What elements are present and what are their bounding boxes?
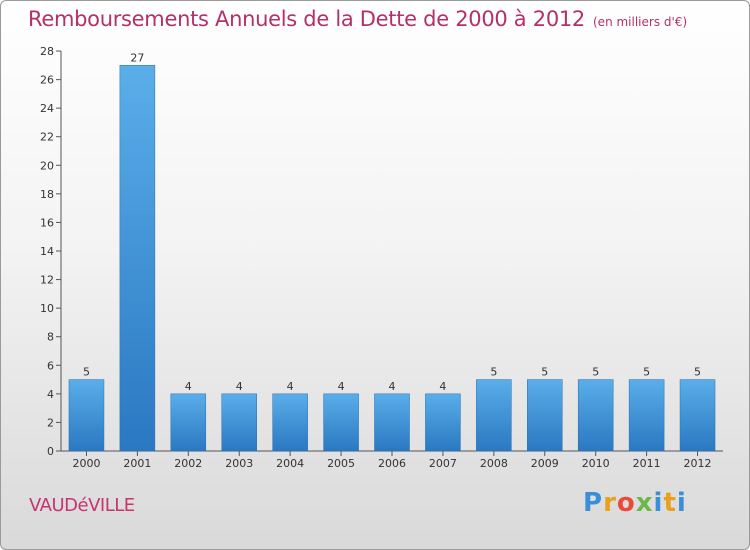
value-label: 4 <box>236 380 243 393</box>
logo-letter: i <box>653 488 664 518</box>
logo-letter: t <box>663 488 677 518</box>
bars <box>68 65 716 452</box>
y-tick-label: 28 <box>40 45 54 58</box>
x-tick-label: 2007 <box>429 457 457 470</box>
logo-letter: i <box>676 488 687 518</box>
y-tick-label: 16 <box>40 216 54 229</box>
value-label: 5 <box>490 366 497 379</box>
value-label: 4 <box>439 380 446 393</box>
bar-2012 <box>679 379 716 452</box>
x-tick-label: 2011 <box>633 457 661 470</box>
x-tick-label: 2000 <box>72 457 100 470</box>
y-tick-label: 20 <box>40 159 54 172</box>
x-tick-label: 2004 <box>276 457 304 470</box>
bar-2001 <box>119 65 156 452</box>
x-tick-label: 2002 <box>174 457 202 470</box>
x-tick-label: 2005 <box>327 457 355 470</box>
bar-2006 <box>374 393 410 452</box>
value-label: 27 <box>130 51 144 64</box>
labels: 5 27 4 4 4 4 4 4 5 5 5 5 5 <box>83 51 701 393</box>
chart-title-text: Remboursements Annuels de la Dette de 20… <box>28 7 585 31</box>
y-tick-label: 24 <box>40 102 54 115</box>
x-tick-label: 2003 <box>225 457 253 470</box>
bar-2002 <box>170 393 207 452</box>
y-tick-label: 14 <box>40 245 54 258</box>
bar-2000 <box>68 379 105 452</box>
bar-2004 <box>272 393 308 452</box>
x-tick-label: 2006 <box>378 457 406 470</box>
chart-title: Remboursements Annuels de la Dette de 20… <box>28 7 687 31</box>
chart-subtitle: (en milliers d'€) <box>593 15 688 29</box>
y-tick-label: 4 <box>47 388 54 401</box>
value-label: 4 <box>389 380 396 393</box>
commune-name: VAUDéVILLE <box>29 495 135 516</box>
bar-2003 <box>221 393 257 452</box>
proxiti-logo: Proxiti <box>583 488 687 518</box>
y-tick-label: 12 <box>40 274 54 287</box>
y-tick-label: 0 <box>47 445 54 458</box>
y-tick-label: 2 <box>47 416 54 429</box>
logo-letter: x <box>635 488 654 518</box>
x-tick-label: 2009 <box>531 457 559 470</box>
value-label: 5 <box>541 366 548 379</box>
x-tick-label: 2010 <box>582 457 610 470</box>
bar-2011 <box>628 379 665 452</box>
y-tick-label: 22 <box>40 131 54 144</box>
bar-2005 <box>323 393 359 452</box>
y-tick-label: 6 <box>47 359 54 372</box>
x-tick-label: 2012 <box>684 457 712 470</box>
value-label: 4 <box>287 380 294 393</box>
logo-letter: r <box>603 488 617 518</box>
value-label: 4 <box>338 380 345 393</box>
y-tick-label: 18 <box>40 188 54 201</box>
y-tick-label: 26 <box>40 74 54 87</box>
value-label: 5 <box>592 366 599 379</box>
value-label: 4 <box>185 380 192 393</box>
y-tick-label: 10 <box>40 302 54 315</box>
value-label: 5 <box>694 366 701 379</box>
value-label: 5 <box>83 366 90 379</box>
logo-letter: P <box>583 488 604 518</box>
x-tick-label: 2008 <box>480 457 508 470</box>
y-tick-label: 8 <box>47 331 54 344</box>
x-tick-label: 2001 <box>123 457 151 470</box>
bar-2009 <box>527 379 563 452</box>
bar-2010 <box>577 379 614 452</box>
bar-2008 <box>476 379 512 452</box>
value-label: 5 <box>643 366 650 379</box>
logo-letter: o <box>616 488 636 518</box>
bar-2007 <box>425 393 461 452</box>
